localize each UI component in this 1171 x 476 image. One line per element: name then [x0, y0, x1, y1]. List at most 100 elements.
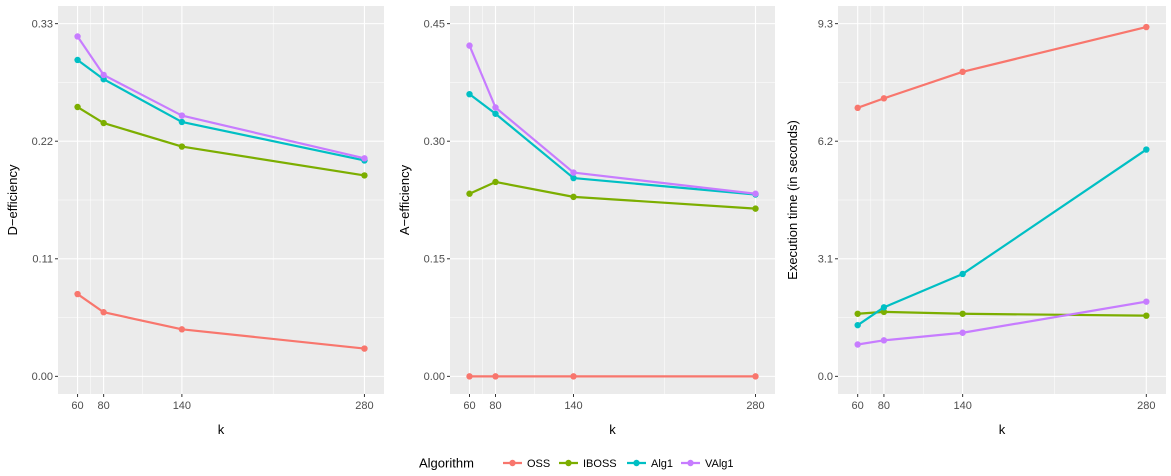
legend-key-point-valg1: [687, 459, 694, 467]
data-point-iboss: [1143, 312, 1150, 319]
x-tick-label: 140: [173, 400, 191, 412]
series-oss: [74, 290, 368, 352]
data-point-valg1: [1143, 298, 1150, 305]
y-axis-title: D−efficiency: [5, 164, 20, 235]
x-tick-label: 60: [463, 400, 475, 412]
legend-key-point-iboss: [565, 459, 572, 467]
legend-entry-alg1: Alg1: [627, 458, 673, 470]
series-line-alg1: [468, 93, 757, 196]
series-line-alg1: [76, 58, 366, 162]
data-point-valg1: [466, 42, 473, 49]
data-point-oss: [959, 68, 966, 76]
data-point-alg1: [492, 110, 499, 117]
x-axis-title: k: [999, 422, 1006, 437]
series-valg1: [74, 33, 368, 162]
y-tick-label: 6.2: [818, 136, 833, 148]
series-oss: [854, 23, 1150, 112]
legend-label-oss: OSS: [527, 458, 550, 470]
data-point-alg1: [466, 90, 473, 98]
y-tick-label: 0.15: [424, 254, 445, 266]
x-tick-label: 80: [489, 400, 501, 412]
legend-entry-iboss: IBOSS: [559, 458, 617, 470]
data-point-iboss: [74, 103, 81, 111]
series-alg1: [854, 146, 1150, 329]
series-iboss: [466, 178, 759, 212]
x-axis-title: k: [609, 422, 616, 437]
x-axis-title: k: [218, 422, 225, 437]
x-tick-label: 60: [852, 400, 864, 412]
y-tick-label: 0.11: [32, 254, 53, 266]
y-tick-label: 0.33: [32, 18, 53, 30]
panel-3: 0.0 3.1 6.2 9.3 60 80 140 280 k Execution time (i…: [785, 6, 1166, 437]
data-point-valg1: [100, 71, 107, 79]
data-point-alg1: [570, 174, 577, 182]
data-point-oss: [752, 373, 759, 380]
legend-entry-oss: OSS: [503, 458, 550, 470]
panel-1: 0.00 0.11 0.22 0.33 60 80 140 280 k D−efficiency: [5, 6, 384, 437]
data-point-alg1: [854, 321, 861, 329]
x-tick-label: 60: [71, 400, 83, 412]
series-oss: [466, 373, 759, 380]
data-point-oss: [466, 373, 473, 380]
data-point-alg1: [880, 304, 888, 311]
y-axis-title: Execution time (in seconds): [785, 120, 800, 280]
data-point-valg1: [959, 329, 966, 336]
x-tick-label: 140: [564, 400, 582, 412]
series-line-oss: [856, 25, 1148, 109]
data-point-iboss: [492, 178, 499, 186]
data-point-alg1: [178, 118, 186, 126]
y-tick-label: 0.22: [32, 136, 53, 148]
y-tick-label: 9.3: [818, 18, 833, 30]
series-valg1: [854, 298, 1150, 348]
series-iboss: [854, 308, 1150, 319]
series-line-alg1: [856, 148, 1148, 327]
x-tick-label: 80: [98, 400, 110, 412]
legend-label-valg1: VAlg1: [705, 458, 734, 470]
y-tick-label: 0.00: [424, 371, 445, 383]
series-line-iboss: [468, 180, 757, 210]
data-point-valg1: [854, 341, 861, 348]
series-line-valg1: [76, 35, 366, 160]
data-point-valg1: [492, 104, 499, 111]
y-tick-label: 3.1: [818, 254, 833, 266]
legend-label-iboss: IBOSS: [583, 458, 617, 470]
y-tick-label: 0.00: [32, 371, 53, 383]
data-point-iboss: [752, 205, 759, 212]
data-point-alg1: [1143, 146, 1150, 153]
data-point-iboss: [178, 143, 186, 150]
data-point-alg1: [959, 270, 966, 278]
series-line-oss: [76, 292, 366, 350]
data-point-valg1: [880, 337, 888, 344]
data-point-valg1: [570, 169, 577, 176]
x-tick-label: 140: [953, 400, 971, 412]
data-point-valg1: [178, 112, 186, 119]
data-point-oss: [1143, 23, 1150, 31]
data-point-iboss: [570, 193, 577, 201]
y-tick-label: 0.45: [424, 18, 445, 30]
y-axis-title: A−efficiency: [397, 164, 412, 235]
x-tick-label: 280: [746, 400, 764, 412]
data-point-valg1: [752, 190, 759, 197]
data-point-iboss: [854, 310, 861, 317]
data-point-oss: [880, 95, 888, 102]
x-tick-label: 80: [878, 400, 890, 412]
series-iboss: [74, 103, 368, 179]
data-point-oss: [854, 104, 861, 112]
data-point-iboss: [880, 308, 888, 316]
data-point-valg1: [361, 155, 368, 162]
x-tick-label: 280: [355, 400, 373, 412]
legend-title: Algorithm: [419, 456, 474, 471]
panel-2: 0.00 0.15 0.30 0.45 60 80 140 280 k A−efficiency: [397, 6, 775, 437]
data-point-iboss: [100, 119, 107, 127]
data-point-oss: [492, 373, 499, 380]
data-point-iboss: [959, 310, 966, 317]
data-point-iboss: [466, 190, 473, 197]
y-tick-label: 0.0: [818, 371, 833, 383]
data-point-oss: [100, 309, 107, 316]
y-tick-label: 0.30: [424, 136, 445, 148]
legend-label-alg1: Alg1: [651, 458, 673, 470]
legend-entry-valg1: VAlg1: [681, 458, 734, 470]
legend: Algorithm OSS IBOSS Alg1 VAlg1: [419, 456, 734, 471]
